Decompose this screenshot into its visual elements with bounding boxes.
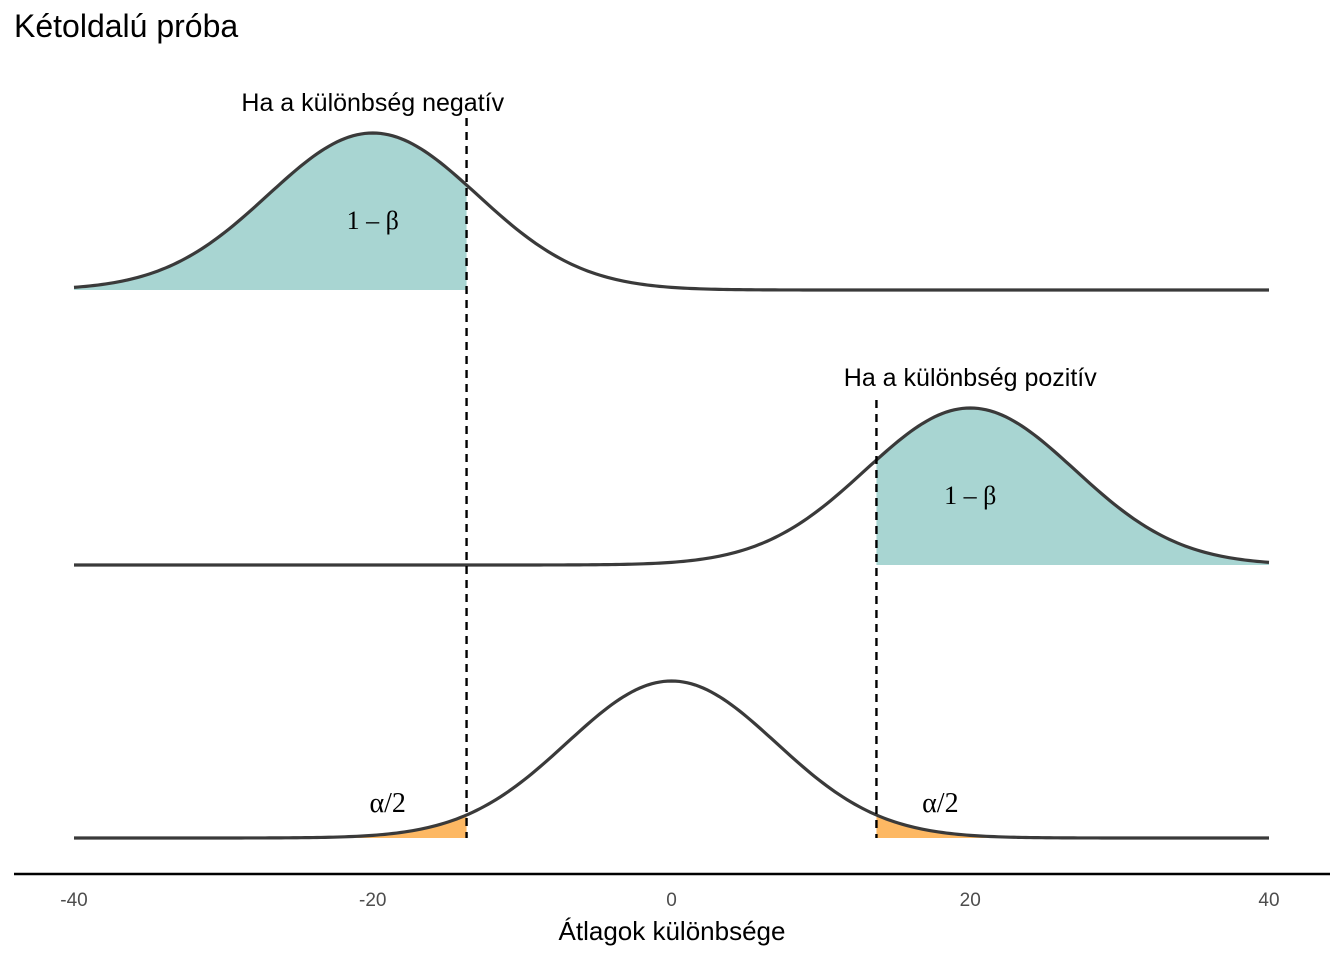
chart-title: Kétoldalú próba [14,8,239,44]
alpha-label-null-1: α/2 [922,788,958,819]
density-curve-positive [74,406,1270,567]
density-curve-null [74,679,1269,840]
x-tick-label: -40 [60,890,87,911]
fill-layer [74,133,1269,838]
alpha-area-left [74,815,467,838]
power-label-positive: 1 – β [944,481,996,510]
x-tick-label: 40 [1258,890,1279,911]
curve-layer [73,131,1270,840]
density-curve-negative [73,131,1269,292]
x-tick-label: 20 [960,890,981,911]
series-label-negative: Ha a különbség negatív [241,89,504,117]
tick-layer: -40 -20 0 20 40 [60,890,1279,911]
power-area-negative [74,133,467,290]
x-tick-label: 0 [666,890,677,911]
label-layer: Ha a különbség negatív 1 – β Ha a különbsé… [241,89,1097,819]
alpha-label-null-0: α/2 [369,788,405,819]
critical-line-layer [465,118,878,838]
power-label-negative: 1 – β [347,206,399,235]
series-label-positive: Ha a különbség pozitív [844,364,1097,392]
x-axis-label: Átlagok különbsége [559,916,786,946]
x-tick-label: -20 [359,890,386,911]
alpha-area-right [876,815,1269,838]
power-area-positive [876,408,1269,565]
